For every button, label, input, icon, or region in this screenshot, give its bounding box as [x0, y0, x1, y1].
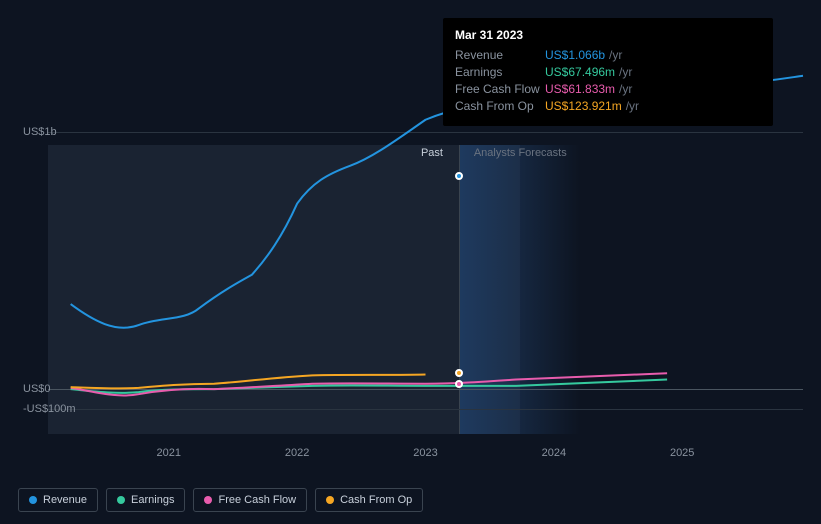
x-axis-tick: 2023	[413, 447, 437, 459]
tooltip-row: Cash From OpUS$123.921m/yr	[455, 99, 761, 113]
tooltip-rows: RevenueUS$1.066b/yrEarningsUS$67.496m/yr…	[455, 48, 761, 113]
legend-item[interactable]: Revenue	[18, 488, 98, 512]
legend-label: Cash From Op	[340, 494, 412, 506]
x-axis-tick: 2021	[157, 447, 181, 459]
x-axis-tick: 2022	[285, 447, 309, 459]
tooltip-row-unit: /yr	[626, 99, 639, 113]
tooltip-row-value: US$61.833m	[545, 82, 615, 96]
chart-tooltip: Mar 31 2023 RevenueUS$1.066b/yrEarningsU…	[443, 18, 773, 126]
legend-item[interactable]: Free Cash Flow	[193, 488, 307, 512]
legend-label: Revenue	[43, 494, 87, 506]
tooltip-row-unit: /yr	[619, 65, 632, 79]
tooltip-row-label: Free Cash Flow	[455, 82, 545, 96]
legend-dot-icon	[117, 496, 125, 504]
tooltip-row-label: Earnings	[455, 65, 545, 79]
tooltip-row-label: Cash From Op	[455, 99, 545, 113]
financial-chart: Past Analysts Forecasts US$1bUS$0-US$100…	[0, 0, 821, 524]
series-marker	[455, 380, 463, 388]
x-axis-tick: 2024	[542, 447, 566, 459]
legend-dot-icon	[29, 496, 37, 504]
x-axis-tick: 2025	[670, 447, 694, 459]
y-axis-tick: US$0	[23, 383, 51, 395]
legend-item[interactable]: Cash From Op	[315, 488, 423, 512]
legend-dot-icon	[204, 496, 212, 504]
legend-dot-icon	[326, 496, 334, 504]
chart-legend: Revenue Earnings Free Cash Flow Cash From O…	[18, 488, 423, 512]
series-marker	[455, 369, 463, 377]
tooltip-row: Free Cash FlowUS$61.833m/yr	[455, 82, 761, 96]
tooltip-row: RevenueUS$1.066b/yr	[455, 48, 761, 62]
tooltip-row-unit: /yr	[609, 48, 622, 62]
tooltip-row-label: Revenue	[455, 48, 545, 62]
tooltip-row-value: US$123.921m	[545, 99, 622, 113]
y-axis-tick: -US$100m	[23, 403, 76, 415]
legend-label: Earnings	[131, 494, 174, 506]
tooltip-row-unit: /yr	[619, 82, 632, 96]
tooltip-title: Mar 31 2023	[455, 28, 761, 42]
tooltip-row-value: US$67.496m	[545, 65, 615, 79]
legend-item[interactable]: Earnings	[106, 488, 185, 512]
legend-label: Free Cash Flow	[218, 494, 296, 506]
tooltip-row: EarningsUS$67.496m/yr	[455, 65, 761, 79]
tooltip-row-value: US$1.066b	[545, 48, 605, 62]
y-axis-tick: US$1b	[23, 126, 57, 138]
series-marker	[455, 172, 463, 180]
